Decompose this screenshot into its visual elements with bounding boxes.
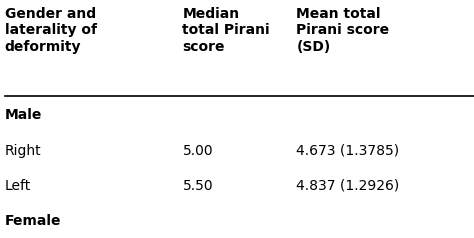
- Text: Mean total
Pirani score
(SD): Mean total Pirani score (SD): [296, 7, 389, 54]
- Text: 4.837 (1.2926): 4.837 (1.2926): [296, 179, 400, 193]
- Text: Gender and
laterality of
deformity: Gender and laterality of deformity: [5, 7, 97, 54]
- Text: 5.00: 5.00: [182, 144, 213, 158]
- Text: Median
total Pirani
score: Median total Pirani score: [182, 7, 270, 54]
- Text: 4.673 (1.3785): 4.673 (1.3785): [296, 144, 400, 158]
- Text: 5.50: 5.50: [182, 179, 213, 193]
- Text: Left: Left: [5, 179, 31, 193]
- Text: Female: Female: [5, 214, 61, 228]
- Text: Right: Right: [5, 144, 41, 158]
- Text: Male: Male: [5, 108, 42, 122]
